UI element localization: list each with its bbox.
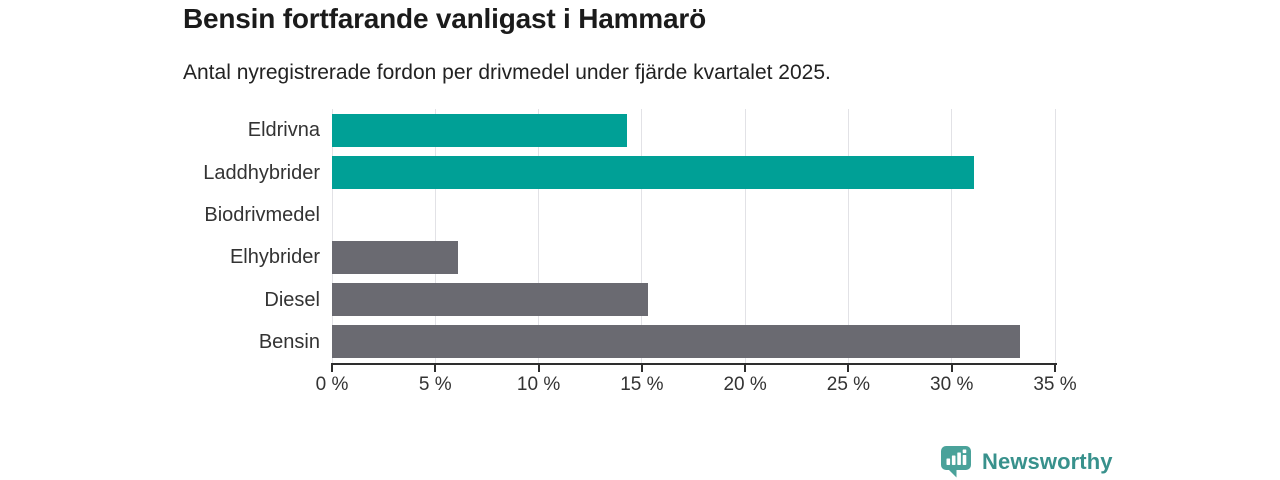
newsworthy-logo-icon: [941, 446, 971, 478]
bar-elhybrider: [332, 240, 458, 274]
gridline-30: [951, 109, 953, 363]
x-axis-line: [331, 363, 1057, 365]
x-tick-15: [640, 365, 643, 372]
x-tick-5: [434, 365, 437, 372]
x-tick-0: [331, 365, 333, 372]
y-label-eldrivna: Eldrivna: [247, 119, 320, 142]
y-label-biodrivmedel: Biodrivmedel: [204, 203, 320, 226]
y-label-laddhybrider: Laddhybrider: [203, 161, 320, 184]
gridline-5: [434, 109, 436, 363]
gridline-15: [641, 109, 643, 363]
x-tick-10: [537, 365, 540, 372]
x-tick-label-15: 15 %: [620, 374, 664, 395]
gridline-10: [538, 109, 540, 363]
bar-laddhybrider: [332, 156, 975, 189]
x-tick-label-30: 30 %: [930, 374, 974, 395]
x-tick-35: [1054, 365, 1056, 372]
chart-title: Bensin fortfarande vanligast i Hammarö: [183, 3, 706, 34]
y-axis-labels: Eldrivna Laddhybrider Biodrivmedel Elhybrid…: [0, 109, 320, 363]
bar-eldrivna: [332, 113, 628, 147]
chart-subtitle: Antal nyregistrerade fordon per drivmede…: [183, 61, 831, 84]
gridline-0: [331, 109, 333, 363]
y-label-diesel: Diesel: [264, 288, 320, 311]
gridline-25: [847, 109, 849, 363]
y-label-elhybrider: Elhybrider: [229, 246, 320, 269]
x-tick-label-10: 10 %: [516, 374, 561, 395]
x-tick-20: [744, 365, 747, 372]
brand-footer: Newsworthy: [939, 444, 1113, 479]
plot-area: [331, 109, 1056, 363]
y-label-bensin: Bensin: [258, 330, 320, 353]
x-tick-label-20: 20 %: [723, 374, 767, 395]
gridline-20: [744, 109, 746, 363]
x-tick-30: [950, 365, 953, 372]
x-tick-label-5: 5 %: [418, 374, 452, 395]
bar-bensin: [332, 325, 1020, 359]
gridline-35: [1054, 109, 1056, 363]
x-tick-label-0: 0 %: [315, 374, 349, 395]
x-tick-25: [847, 365, 850, 372]
x-tick-label-25: 25 %: [826, 374, 871, 395]
bar-diesel: [332, 283, 649, 316]
brand-name: Newsworthy: [982, 448, 1113, 474]
x-tick-label-35: 35 %: [1033, 374, 1077, 395]
